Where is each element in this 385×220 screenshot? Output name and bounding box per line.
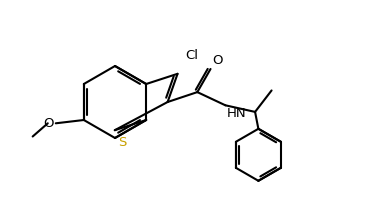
Text: O: O: [43, 117, 54, 130]
Text: S: S: [118, 136, 126, 149]
Text: Cl: Cl: [186, 49, 199, 62]
Text: HN: HN: [226, 107, 246, 120]
Text: O: O: [213, 54, 223, 67]
